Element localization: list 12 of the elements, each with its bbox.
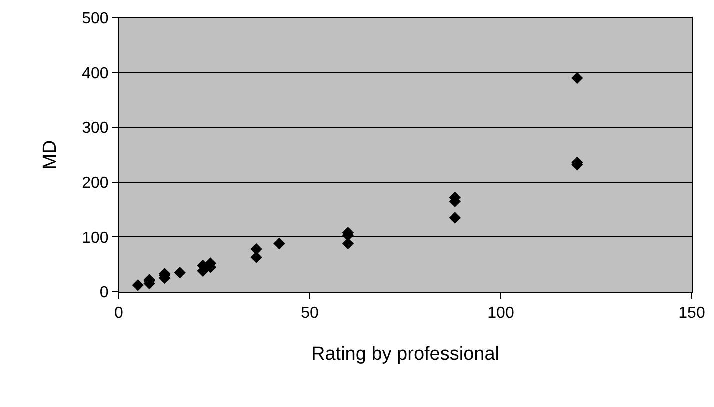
y-tick-label: 100: [82, 230, 109, 247]
x-tick-label: 150: [678, 305, 706, 322]
y-tick-label: 0: [100, 284, 109, 302]
y-axis-title: MD: [40, 140, 61, 170]
y-tick-label: 400: [82, 65, 109, 82]
x-tick-label: 0: [114, 305, 124, 322]
x-tick-label: 50: [301, 305, 319, 322]
x-tick-label: 100: [488, 305, 514, 322]
y-tick-label: 500: [82, 10, 109, 28]
y-tick-label: 300: [82, 120, 109, 138]
y-tick-label: 200: [82, 175, 109, 192]
x-axis-title: Rating by professional: [312, 344, 500, 365]
